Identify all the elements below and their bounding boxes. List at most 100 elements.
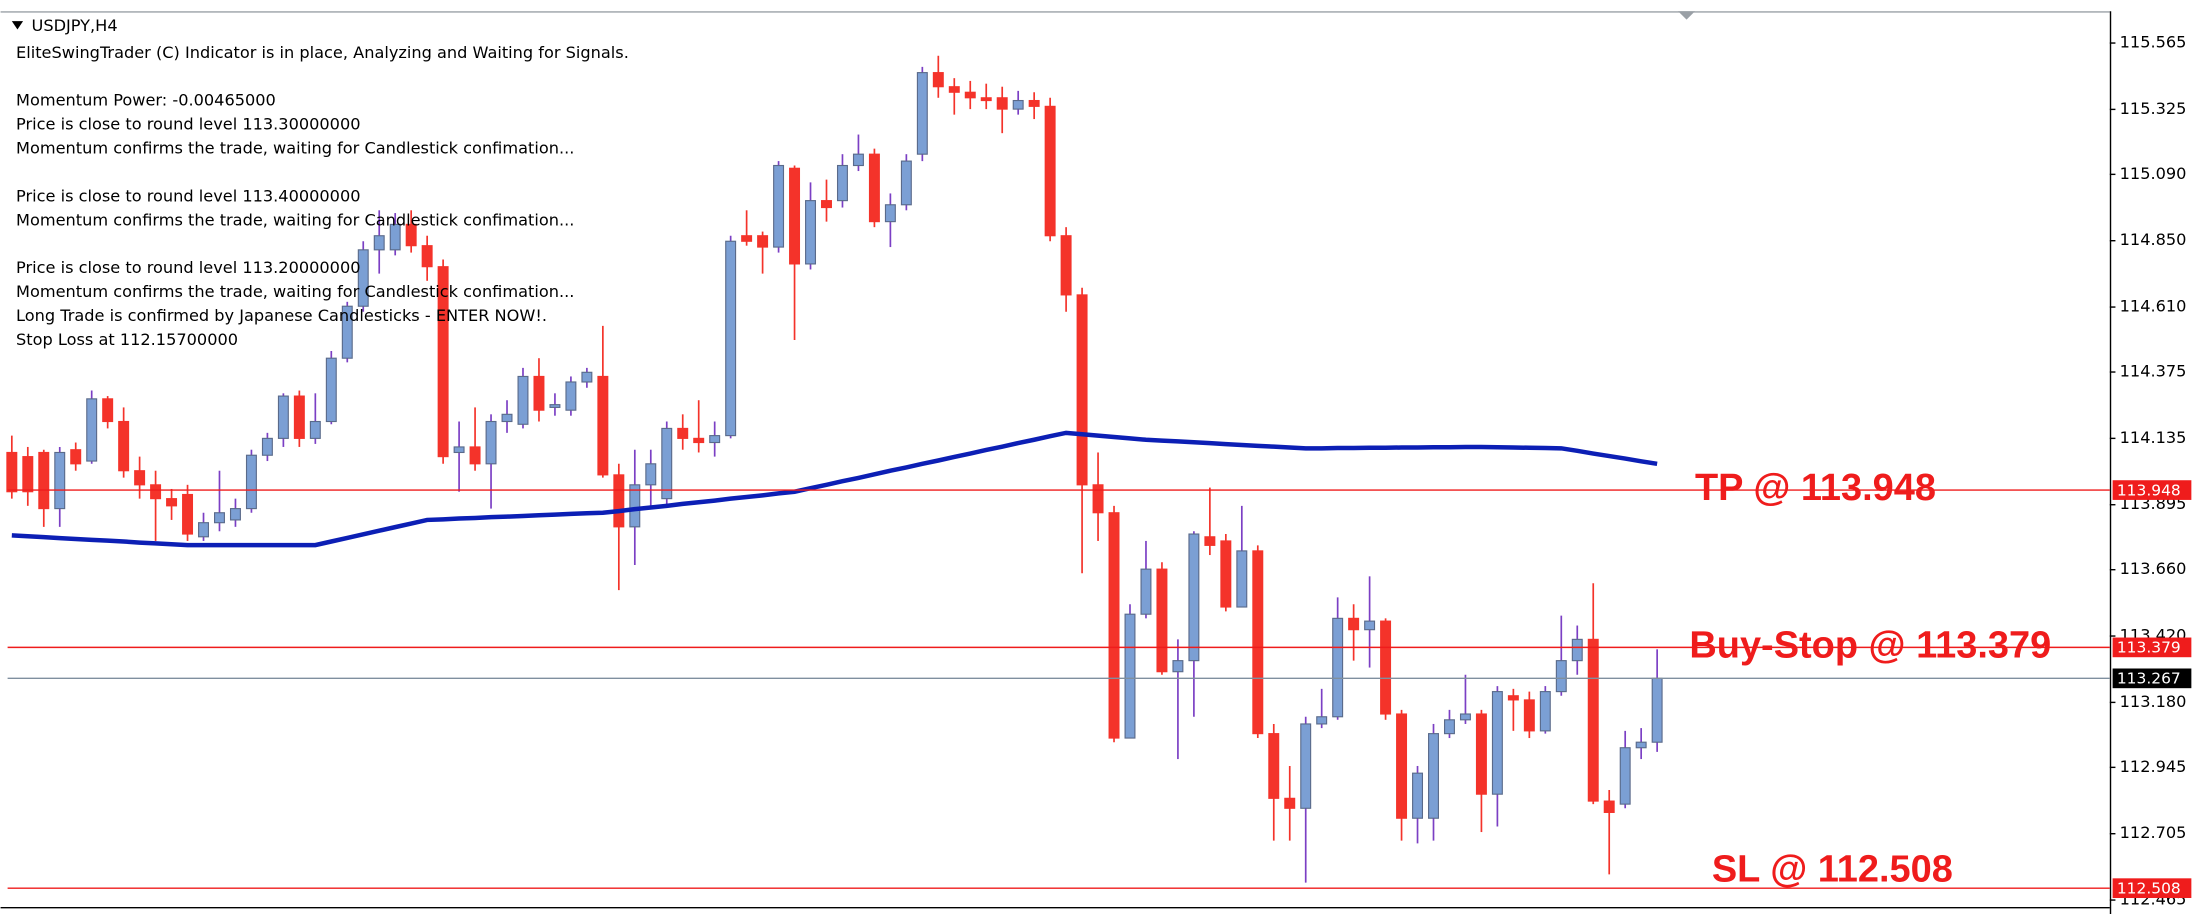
candle-body (533, 375, 545, 411)
candle-body (1268, 733, 1280, 799)
candle-body (773, 164, 785, 248)
price-label: 113.267 (2117, 670, 2181, 688)
candle-body (1555, 660, 1567, 693)
info-line: Momentum Power: -0.00465000 (16, 91, 276, 110)
candle-body (86, 398, 98, 462)
candle-body (757, 235, 769, 248)
candle-body (709, 435, 721, 444)
candle-body (1252, 550, 1264, 735)
moving-average (11, 430, 1658, 548)
candle-body (485, 420, 497, 465)
candle-body (1523, 699, 1535, 732)
candle-body (916, 72, 928, 155)
candle-body (1284, 797, 1296, 809)
candle-body (1204, 536, 1216, 546)
candle-body (1028, 99, 1040, 107)
y-tick-label: 113.180 (2120, 692, 2187, 711)
candle-body (1428, 733, 1439, 819)
candle-body (70, 449, 82, 465)
candle-body (1332, 617, 1344, 718)
candle-body (932, 72, 944, 88)
candle-body (1012, 99, 1024, 110)
price-label-box (2112, 668, 2192, 689)
candle-body (453, 446, 465, 454)
candle-body (150, 484, 162, 500)
level-annotation: Buy-Stop @ 113.379 (1689, 624, 2051, 666)
candle-body (389, 223, 401, 251)
candle-body (581, 371, 593, 383)
info-line: Momentum confirms the trade, waiting for… (16, 210, 574, 229)
candle-body (277, 395, 289, 439)
candle-body (964, 91, 976, 99)
candle-body (1491, 691, 1503, 795)
symbol-dropdown-icon (11, 21, 24, 30)
candle-body (836, 164, 848, 202)
candle-body (1140, 568, 1152, 615)
candle-body (1076, 294, 1088, 486)
candle-body (1108, 512, 1120, 739)
candle-body (357, 249, 369, 307)
candle-body (1348, 617, 1360, 631)
candle-body (1156, 568, 1168, 673)
candle-body (852, 153, 864, 167)
candle-body (373, 235, 385, 251)
candle-body (1188, 533, 1200, 662)
price-label-box (2112, 480, 2192, 500)
candle-body (741, 235, 753, 242)
chart-title: USDJPY,H4 (32, 16, 118, 35)
candle-body (134, 470, 146, 486)
price-label: 113.948 (2117, 481, 2181, 499)
candle-body (229, 508, 241, 521)
candle-body (1172, 660, 1184, 673)
candle-body (1364, 620, 1376, 631)
candle-body (645, 463, 657, 486)
candle-body (54, 451, 66, 510)
level-annotation: TP @ 113.948 (1695, 467, 1936, 509)
price-label: 113.379 (2117, 639, 2181, 657)
info-line: Price is close to round level 113.200000… (16, 258, 361, 277)
info-line: Price is close to round level 113.400000… (16, 186, 361, 205)
y-tick-label: 114.135 (2120, 428, 2187, 447)
candle-body (805, 200, 817, 265)
candle-body (549, 404, 561, 408)
y-tick-label: 112.705 (2120, 823, 2187, 842)
candle-body (1060, 235, 1072, 296)
candle-body (789, 167, 801, 265)
candle-body (245, 454, 257, 510)
plot-area: 115.565 115.325 115.090 114.850 114.610 114.3… (6, 33, 2192, 909)
candle-body (613, 474, 625, 528)
y-tick-label: 114.850 (2120, 230, 2187, 249)
candle-body (1507, 695, 1519, 701)
candle-body (565, 381, 577, 411)
candle-body (900, 160, 912, 206)
candle-body (1412, 772, 1424, 819)
y-tick-label: 115.565 (2120, 33, 2187, 52)
candle-body (884, 204, 896, 223)
candle-body (821, 200, 832, 209)
y-tick-label: 114.610 (2120, 297, 2187, 316)
candle-body (693, 437, 705, 444)
candle-body (1635, 741, 1647, 749)
candle-body (6, 451, 18, 493)
candle-body (38, 451, 50, 510)
candle-body (948, 86, 960, 93)
candle-body (1124, 613, 1136, 739)
candle-body (1396, 713, 1408, 819)
candle-body (501, 413, 513, 423)
candle-body (1044, 105, 1056, 237)
candle-body (517, 375, 529, 425)
y-tick-label: 114.375 (2120, 362, 2187, 381)
price-label-box (2112, 637, 2192, 658)
info-line: EliteSwingTrader (C) Indicator is in pla… (16, 43, 629, 62)
candle-body (1380, 620, 1392, 715)
info-line: Price is close to round level 113.300000… (16, 115, 361, 134)
candle-body (1571, 638, 1583, 662)
candle-body (661, 427, 673, 500)
candle-body (102, 398, 114, 423)
candle-body (868, 153, 880, 223)
candle-body (405, 223, 417, 247)
candle-body (1220, 540, 1232, 608)
candle-body (198, 522, 209, 538)
